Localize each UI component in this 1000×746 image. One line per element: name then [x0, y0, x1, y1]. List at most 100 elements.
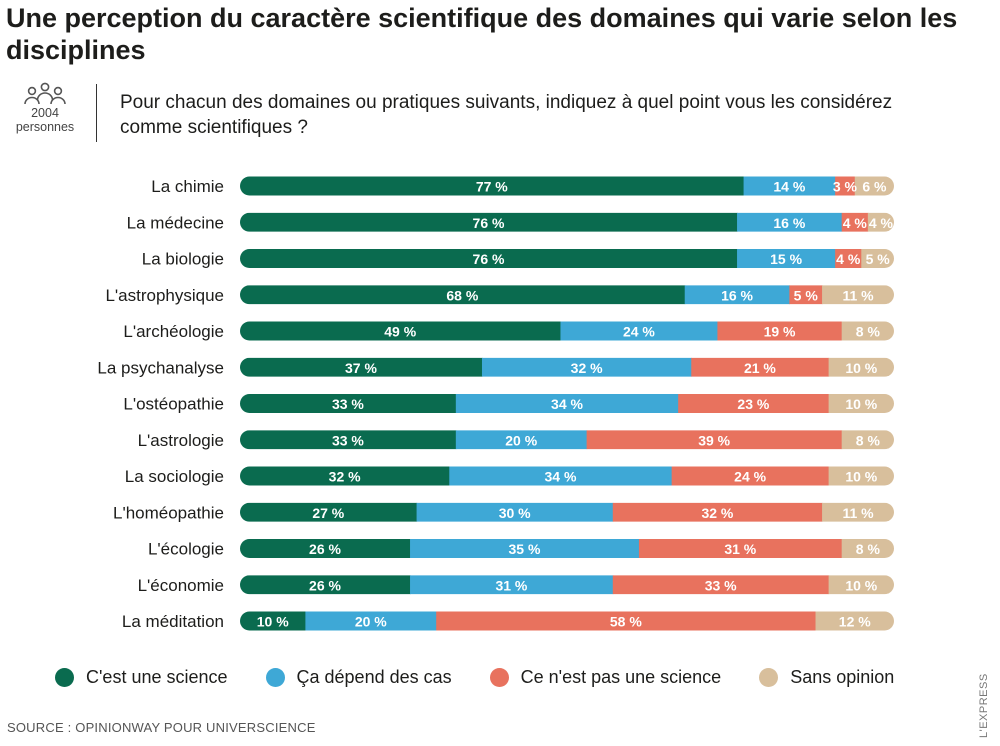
bar-row-la-psychanalyse: La psychanalyse 37 % 32 % 21 % 10 % — [97, 357, 894, 377]
bar-segment-science — [240, 611, 306, 631]
data-label-not-science: 32 % — [701, 505, 733, 521]
bar-segment-depends — [410, 539, 640, 558]
bar-segment-science — [240, 321, 562, 341]
bar-segment-not-science — [835, 176, 856, 196]
publisher-credit: L'EXPRESS — [978, 673, 990, 738]
bar-segment-no-opinion — [822, 285, 894, 305]
data-label-science: 10 % — [257, 614, 289, 630]
bar-segment-no-opinion — [841, 321, 894, 341]
bar-segment-depends — [410, 575, 614, 595]
bar-segment-depends — [416, 502, 614, 522]
data-label-not-science: 33 % — [705, 577, 737, 593]
legend-item-depends: Ça dépend des cas — [265, 667, 452, 688]
bar-segment-not-science — [436, 611, 817, 631]
data-label-depends: 34 % — [551, 396, 583, 412]
bar-segment-no-opinion — [861, 249, 894, 268]
data-label-depends: 14 % — [773, 179, 805, 195]
data-label-science: 26 % — [309, 577, 341, 593]
bar-segment-not-science — [638, 539, 843, 558]
sample-count: 2004 — [31, 106, 59, 120]
legend-label-no-opinion: Sans opinion — [790, 667, 895, 687]
bar-row-l-astrophysique: L'astrophysique 68 % 16 % 5 % 11 % — [105, 285, 894, 305]
data-label-depends: 15 % — [770, 251, 802, 267]
data-label-not-science: 31 % — [724, 541, 756, 557]
bar-segment-depends — [560, 321, 719, 341]
legend-label-not-science: Ce n'est pas une science — [520, 667, 722, 687]
bar-segment-not-science — [612, 502, 823, 522]
bar-segment-science — [240, 249, 738, 268]
data-label-science: 68 % — [446, 287, 478, 303]
data-label-no-opinion: 10 % — [845, 396, 877, 412]
category-label: L'astrophysique — [105, 286, 224, 305]
data-label-depends: 30 % — [499, 505, 531, 521]
bar-segment-no-opinion — [854, 176, 894, 196]
bar-row-l-archeologie: L'archéologie 49 % 24 % 19 % 8 % — [123, 321, 894, 341]
bar-segment-not-science — [789, 285, 823, 305]
sample-size: 2004 personnes — [10, 82, 80, 134]
bar-row-l-economie: L'économie 26 % 31 % 33 % 10 % — [138, 575, 894, 595]
data-label-depends: 16 % — [773, 215, 805, 231]
bar-segment-science — [240, 212, 738, 232]
bar-segment-science — [240, 502, 418, 522]
bar-segment-no-opinion — [815, 611, 894, 631]
bar-row-la-biologie: La biologie 76 % 15 % 4 % 5 % — [142, 249, 894, 269]
bar-segment-no-opinion — [828, 357, 894, 377]
legend-swatch-depends — [265, 668, 285, 687]
category-label: La sociologie — [125, 467, 224, 486]
bar-segment-not-science — [612, 575, 830, 595]
data-label-depends: 16 % — [721, 287, 753, 303]
data-label-not-science: 39 % — [698, 432, 730, 448]
bar-segment-science — [240, 466, 450, 486]
bar-segment-science — [240, 394, 457, 413]
bar-segment-not-science — [841, 212, 869, 232]
data-label-no-opinion: 10 % — [845, 360, 877, 376]
data-label-no-opinion: 8 % — [856, 432, 881, 448]
category-label: La médecine — [127, 213, 224, 232]
legend-label-science: C'est une science — [86, 667, 228, 687]
category-label: La biologie — [142, 250, 224, 269]
source-note: SOURCE : OPINIONWAY POUR UNIVERSCIENCE — [7, 720, 316, 735]
people-icon — [24, 82, 66, 105]
bar-segment-depends — [305, 611, 437, 631]
data-label-not-science: 19 % — [764, 324, 796, 340]
stacked-bar-chart: La chimie 77 % 14 % 3 % 6 % La médecine 76 % 16… — [97, 176, 894, 631]
data-label-no-opinion: 11 % — [842, 287, 874, 303]
data-label-not-science: 3 % — [833, 179, 858, 195]
bar-segment-science — [240, 357, 483, 377]
data-label-science: 26 % — [309, 541, 341, 557]
bar-segment-depends — [455, 430, 588, 450]
bar-segment-depends — [449, 466, 673, 486]
data-label-depends: 31 % — [495, 577, 527, 593]
bar-row-l-osteopathie: L'ostéopathie 33 % 34 % 23 % 10 % — [123, 394, 894, 414]
survey-question: Pour chacun des domaines ou pratiques su… — [120, 92, 893, 138]
data-label-not-science: 24 % — [734, 469, 766, 485]
bar-segment-not-science — [671, 466, 830, 486]
data-label-no-opinion: 5 % — [866, 251, 891, 267]
legend-item-science: C'est une science — [55, 667, 228, 688]
data-label-not-science: 4 % — [843, 215, 868, 231]
data-label-depends: 20 % — [505, 432, 537, 448]
data-label-no-opinion: 11 % — [842, 505, 874, 521]
divider — [96, 84, 97, 142]
bar-segment-science — [240, 176, 745, 196]
data-label-science: 33 % — [332, 432, 364, 448]
data-label-not-science: 23 % — [737, 396, 769, 412]
bar-row-la-meditation: La méditation 10 % 20 % 58 % 12 % — [122, 611, 894, 631]
data-label-depends: 32 % — [571, 360, 603, 376]
bar-segment-depends — [455, 394, 679, 413]
data-label-science: 76 % — [473, 251, 505, 267]
data-label-no-opinion: 8 % — [856, 324, 881, 340]
category-label: La méditation — [122, 612, 224, 631]
data-label-not-science: 58 % — [610, 614, 642, 630]
bar-segment-not-science — [835, 249, 862, 268]
data-label-no-opinion: 4 % — [869, 215, 894, 231]
bar-segment-not-science — [717, 321, 843, 341]
category-label: L'homéopathie — [113, 503, 224, 522]
sample-unit: personnes — [15, 120, 75, 134]
chart-title: Une perception du caractère scientifique… — [6, 3, 958, 65]
data-label-science: 49 % — [384, 324, 416, 340]
bar-row-la-medecine: La médecine 76 % 16 % 4 % 4 % — [127, 212, 894, 232]
legend: C'est une science Ça dépend des cas Ce n… — [55, 667, 932, 688]
data-label-not-science: 4 % — [836, 251, 861, 267]
legend-swatch-not-science — [489, 668, 509, 687]
